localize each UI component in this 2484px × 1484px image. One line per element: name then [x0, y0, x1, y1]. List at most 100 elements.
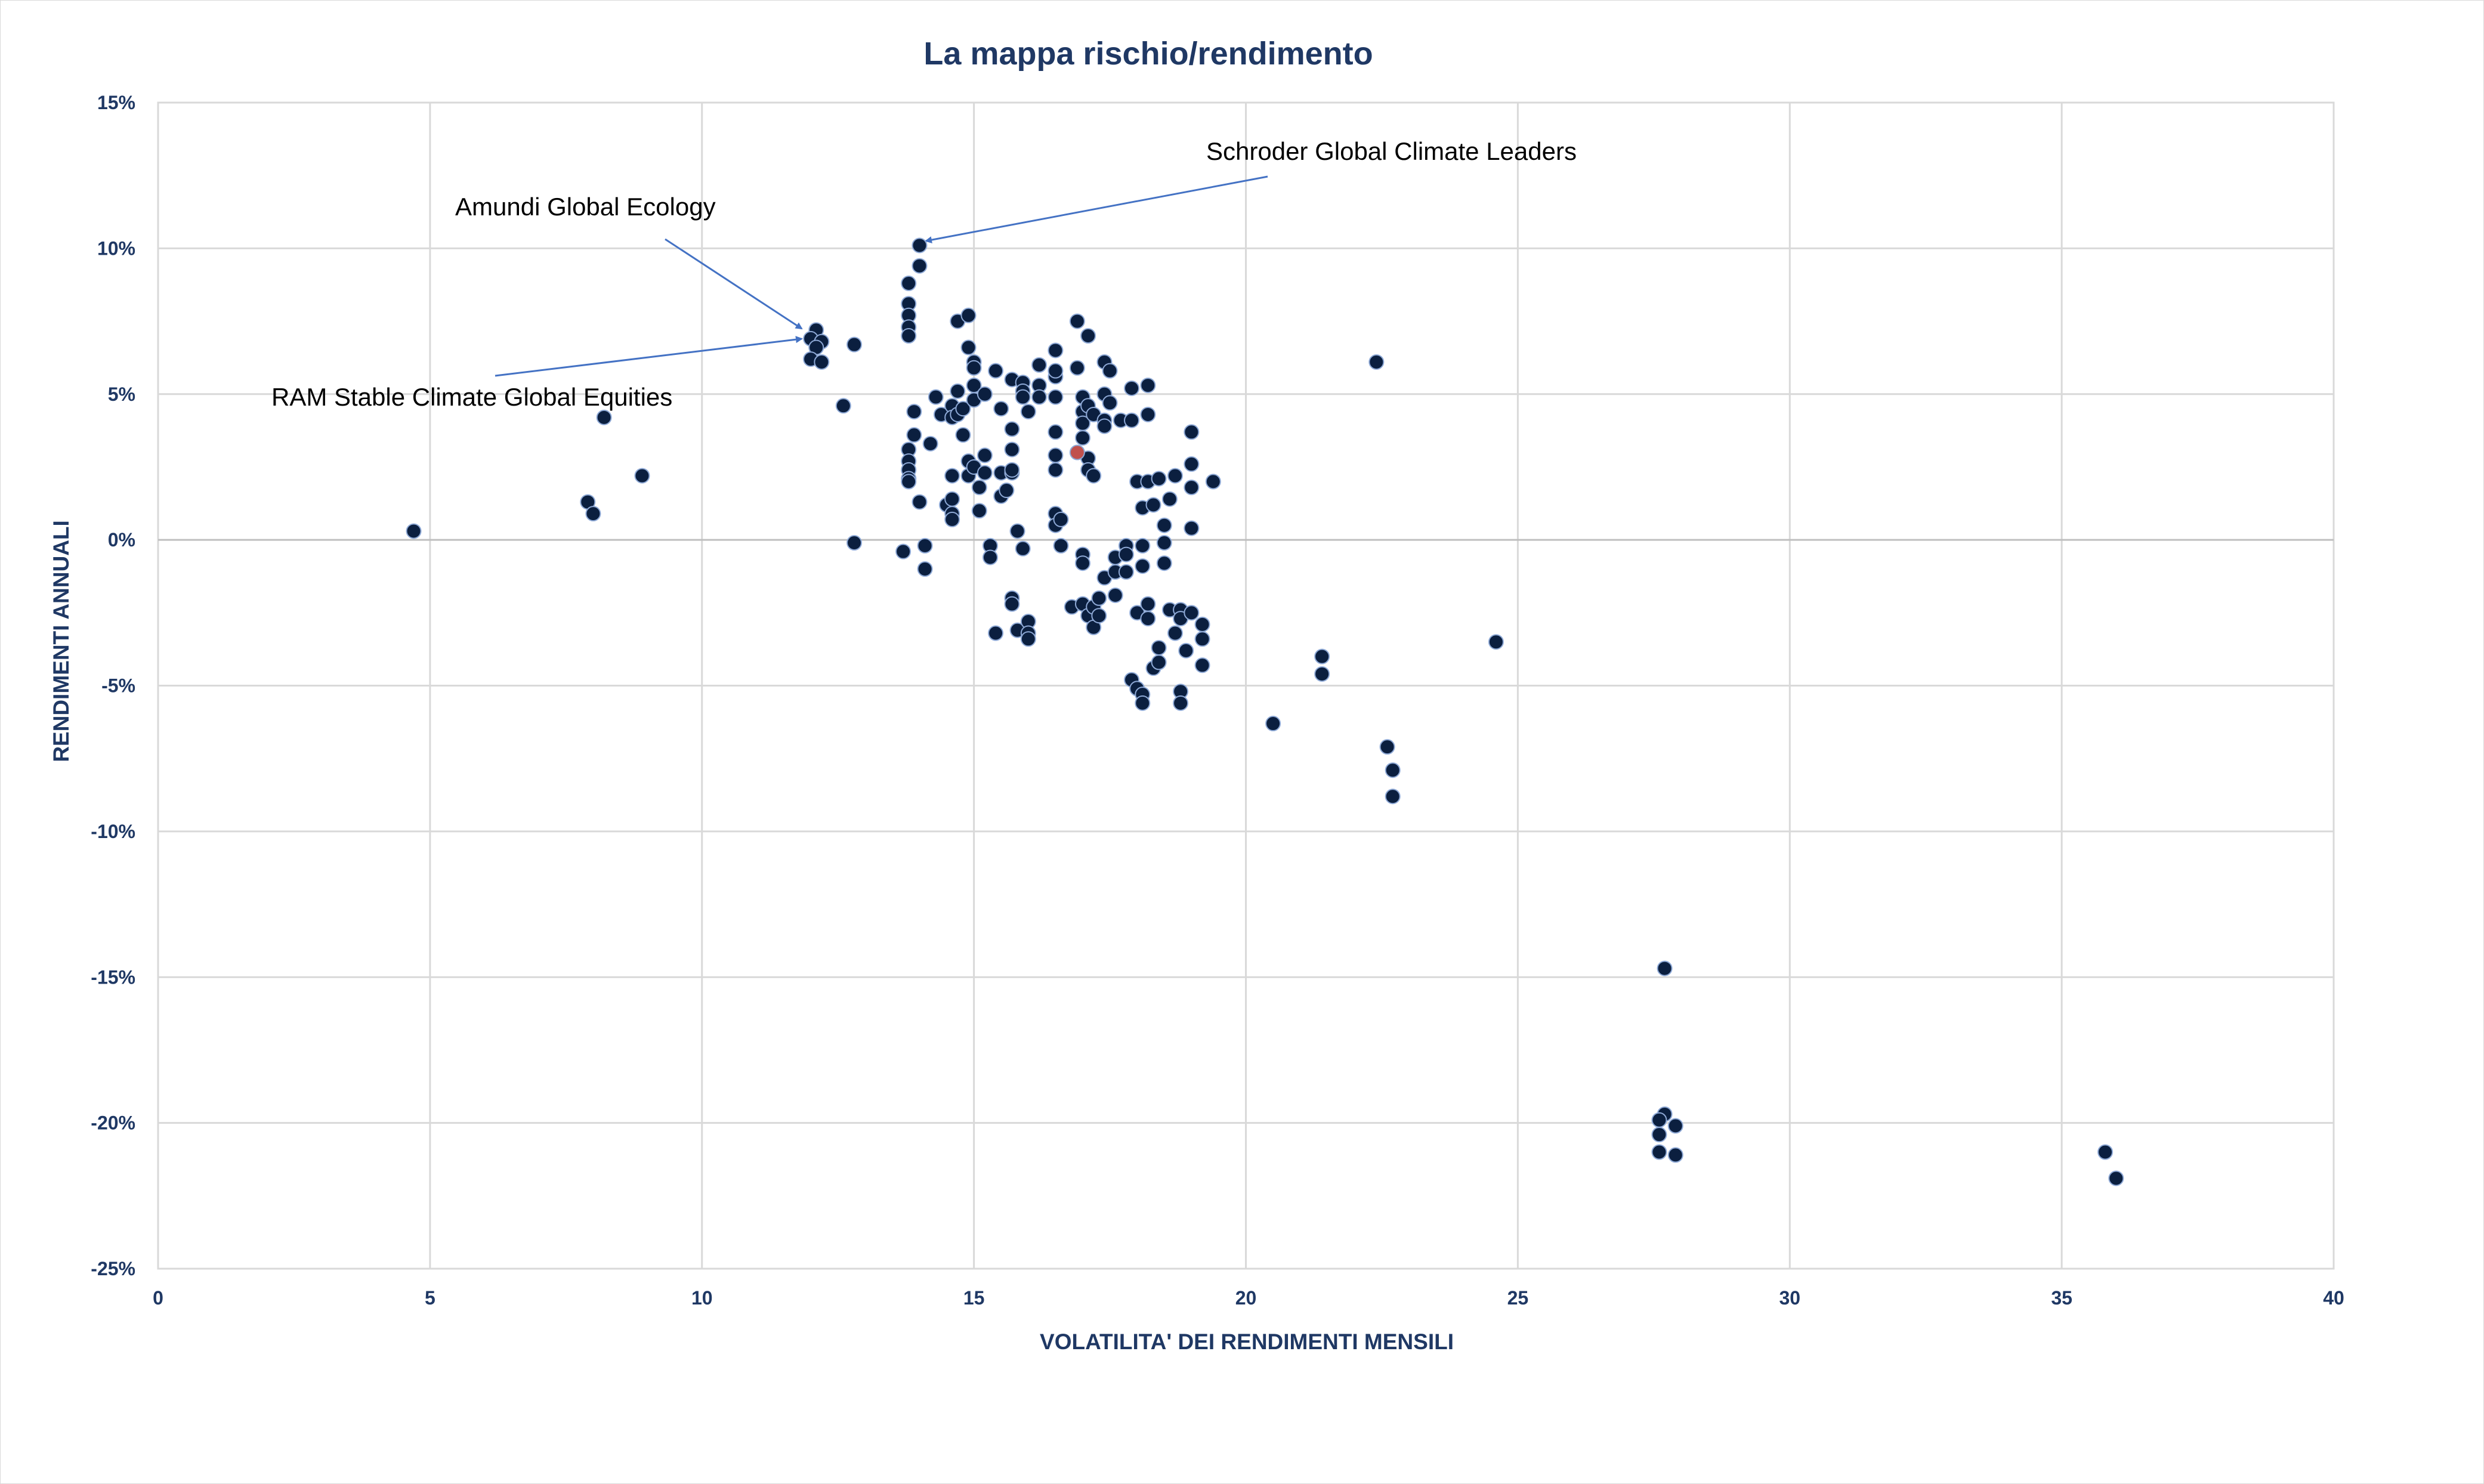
scatter-point — [1151, 654, 1167, 670]
scatter-point — [906, 404, 922, 420]
scatter-point — [814, 354, 830, 370]
y-tick-label: -20% — [91, 1112, 135, 1134]
annotations: Schroder Global Climate Leaders Amundi Gl… — [271, 137, 1577, 411]
scatter-point — [1135, 558, 1151, 574]
scatter-point — [912, 494, 928, 510]
scatter-point — [1184, 424, 1200, 440]
scatter-point — [1053, 537, 1069, 554]
scatter-point — [1118, 546, 1134, 562]
y-tick-label: 15% — [97, 92, 135, 113]
scatter-point — [2108, 1170, 2124, 1186]
scatter-point — [1004, 421, 1020, 437]
y-tick-label: 5% — [108, 384, 135, 405]
scatter-point — [950, 383, 966, 399]
scatter-point — [1657, 960, 1673, 976]
scatter-point — [1314, 666, 1330, 682]
scatter-point — [1080, 328, 1096, 344]
grid-lines — [157, 101, 2335, 1270]
scatter-point — [1151, 639, 1167, 656]
x-axis-label: VOLATILITA' DEI RENDIMENTI MENSILI — [1040, 1330, 1454, 1354]
x-tick-label: 25 — [1507, 1287, 1529, 1309]
scatter-point — [1651, 1144, 1667, 1160]
scatter-point — [1031, 389, 1048, 405]
x-tick-label: 15 — [963, 1287, 985, 1309]
scatter-point — [1107, 587, 1123, 603]
scatter-point — [1020, 404, 1036, 420]
scatter-point — [1265, 716, 1281, 732]
scatter-point — [1118, 564, 1134, 580]
axes: 0 5 10 15 20 25 30 35 40 15% 10% 5% 0% -5% -10% -15% -20… — [91, 92, 2344, 1309]
scatter-point — [917, 537, 933, 554]
scatter-point — [1151, 471, 1167, 487]
scatter-point — [1069, 313, 1085, 329]
scatter-point — [1048, 447, 1064, 463]
scatter-point — [1385, 789, 1401, 805]
scatter-point — [1167, 625, 1183, 641]
scatter-point — [1651, 1127, 1667, 1143]
scatter-point — [1009, 523, 1025, 539]
scatter-point — [906, 427, 922, 443]
scatter-point — [1156, 517, 1172, 533]
scatter-point — [2097, 1144, 2114, 1160]
y-tick-label: 10% — [97, 237, 135, 259]
x-tick-label: 35 — [2051, 1287, 2072, 1309]
y-tick-label: -25% — [91, 1258, 135, 1279]
x-tick-label: 10 — [691, 1287, 713, 1309]
scatter-point — [1667, 1118, 1683, 1134]
scatter-point — [971, 503, 987, 519]
chart-title: La mappa rischio/rendimento — [923, 36, 1373, 72]
scatter-point — [406, 523, 422, 539]
scatter-point — [1135, 537, 1151, 554]
scatter-point — [1069, 360, 1085, 376]
annotation-arrow — [665, 238, 803, 330]
annotation-label: Amundi Global Ecology — [455, 193, 716, 221]
data-points — [406, 237, 2124, 1186]
scatter-point — [1314, 648, 1330, 664]
scatter-point — [977, 465, 993, 481]
scatter-point — [1004, 441, 1020, 457]
y-axis-label: RENDIMENTI ANNUALI — [49, 520, 73, 762]
scatter-point — [944, 511, 960, 527]
scatter-point — [895, 543, 912, 559]
scatter-point — [1173, 695, 1189, 711]
scatter-point — [1124, 412, 1140, 428]
scatter-point — [1184, 520, 1200, 536]
scatter-point — [901, 276, 917, 292]
scatter-point — [922, 435, 938, 452]
scatter-point — [901, 474, 917, 490]
scatter-point — [1178, 642, 1194, 658]
scatter-point — [1184, 456, 1200, 472]
scatter-point — [960, 307, 977, 323]
scatter-point — [1140, 406, 1156, 422]
y-tick-label: -5% — [101, 675, 135, 697]
scatter-point — [1488, 634, 1504, 650]
scatter-point — [1048, 424, 1064, 440]
annotation-label: Schroder Global Climate Leaders — [1206, 137, 1577, 165]
scatter-point — [955, 401, 971, 417]
highlighted-point — [1069, 444, 1085, 460]
scatter-point — [1184, 480, 1200, 496]
scatter-point — [1015, 540, 1031, 556]
scatter-point — [1091, 608, 1107, 624]
scatter-point — [1135, 695, 1151, 711]
scatter-point — [1096, 418, 1113, 434]
scatter-point — [1053, 511, 1069, 527]
scatter-point — [966, 360, 982, 376]
scatter-point — [901, 328, 917, 344]
scatter-point — [1667, 1147, 1683, 1163]
y-tick-label: -15% — [91, 966, 135, 988]
scatter-point — [1074, 415, 1090, 431]
scatter-point — [912, 258, 928, 274]
x-tick-label: 0 — [153, 1287, 163, 1309]
x-tick-label: 30 — [1779, 1287, 1800, 1309]
scatter-point — [1102, 395, 1118, 411]
scatter-point — [1102, 363, 1118, 379]
annotation-arrow — [495, 336, 803, 377]
scatter-point — [846, 535, 863, 551]
scatter-point — [1004, 596, 1020, 612]
scatter-point — [1156, 555, 1172, 571]
scatter-point — [585, 506, 601, 522]
scatter-point — [960, 339, 977, 355]
scatter-point — [917, 561, 933, 577]
